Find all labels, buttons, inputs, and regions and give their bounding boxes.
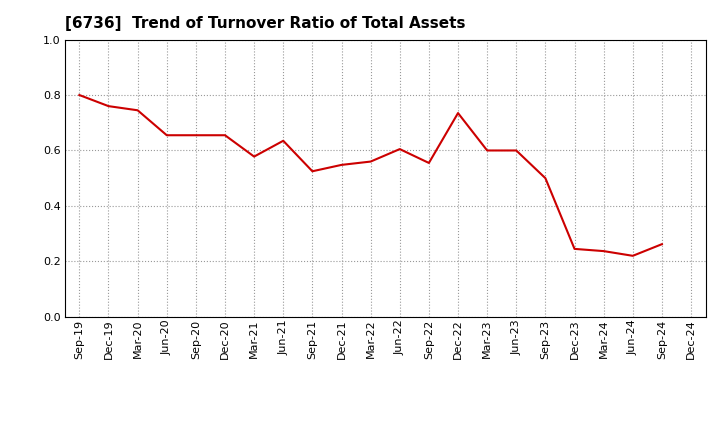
Text: [6736]  Trend of Turnover Ratio of Total Assets: [6736] Trend of Turnover Ratio of Total …	[65, 16, 465, 32]
